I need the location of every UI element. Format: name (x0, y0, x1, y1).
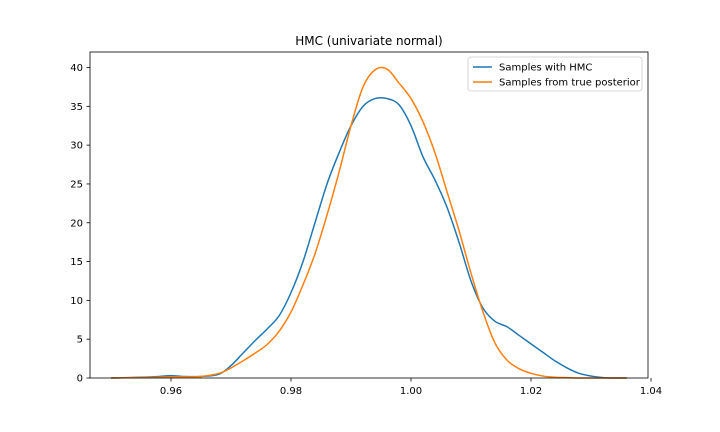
series-line-1 (110, 96, 628, 379)
x-tick-label: 0.98 (280, 386, 302, 397)
x-tick-label: 1.00 (400, 386, 422, 397)
y-tick-label: 40 (70, 63, 83, 74)
x-tick-label: 0.96 (160, 386, 182, 397)
legend-box (467, 56, 643, 92)
y-tick-label: 0 (77, 374, 83, 385)
legend-label-2: Samples from true posterior (499, 78, 641, 89)
series-line-2 (110, 66, 627, 379)
y-tick-label: 15 (70, 257, 83, 268)
chart-title: HMC (univariate normal) (295, 34, 443, 48)
plot-area (89, 51, 649, 379)
legend-label-1: Samples with HMC (499, 63, 592, 74)
y-tick-label: 20 (70, 218, 83, 229)
legend: Samples with HMC Samples from true poster… (467, 56, 643, 92)
x-axis: 0.96 0.98 1.00 1.02 1.04 (160, 378, 662, 397)
axes-frame (89, 51, 649, 379)
x-tick-label: 1.02 (520, 386, 542, 397)
y-axis: 0 5 10 15 20 25 30 35 40 (70, 63, 90, 385)
y-tick-label: 35 (70, 102, 83, 113)
y-tick-label: 5 (77, 335, 83, 346)
y-tick-label: 30 (70, 141, 83, 152)
y-tick-label: 25 (70, 179, 83, 190)
y-tick-label: 10 (70, 296, 83, 307)
x-tick-label: 1.04 (640, 386, 662, 397)
